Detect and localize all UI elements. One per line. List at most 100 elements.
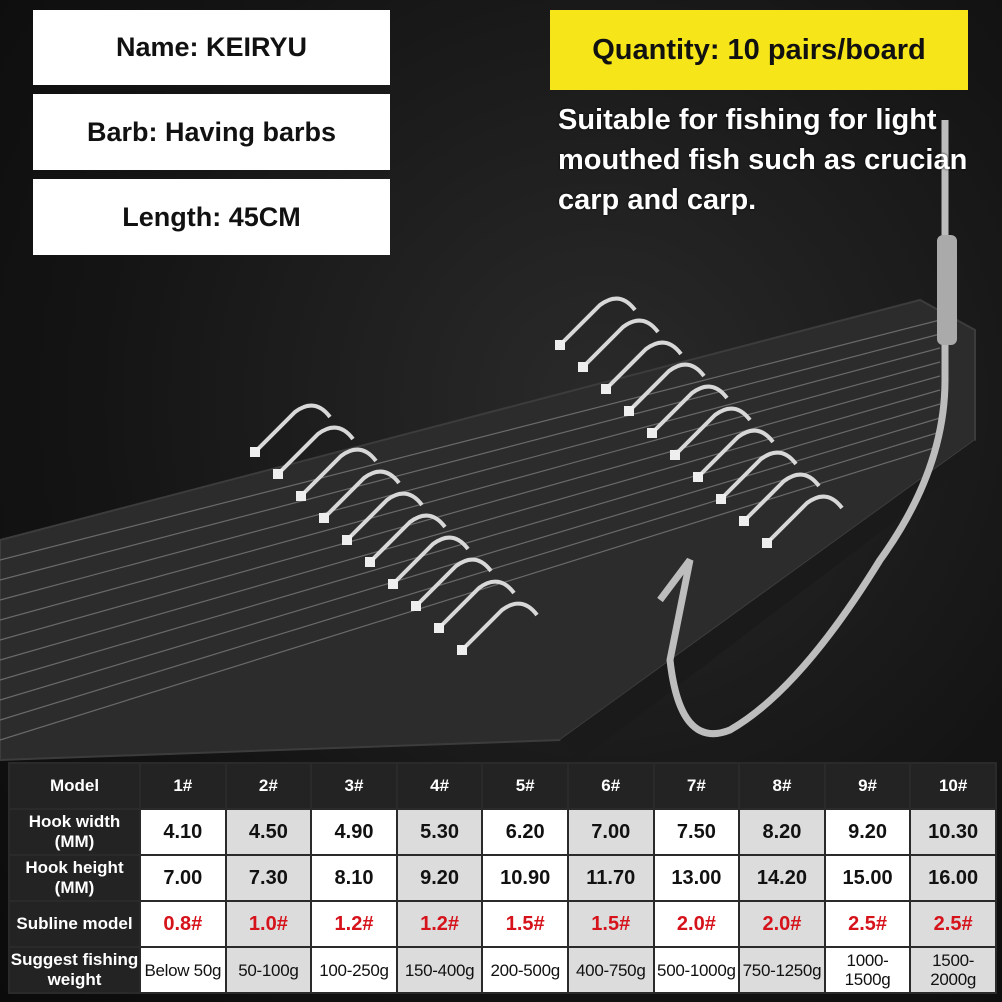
small-hook [276, 425, 355, 476]
hook-eye [273, 469, 283, 479]
table-cell: 2.0# [652, 900, 741, 948]
model-header-cell: 9# [823, 762, 912, 810]
small-hook [299, 447, 378, 498]
row-header: Hook width (MM) [8, 808, 141, 856]
table-cell: 200-500g [481, 946, 569, 994]
table-cell: 2.5# [909, 900, 997, 948]
small-hook [696, 428, 775, 479]
subline [0, 333, 941, 581]
small-hook [673, 406, 752, 457]
subline [0, 361, 941, 621]
row-header: Subline model [8, 900, 141, 948]
model-header-cell: 6# [566, 762, 655, 810]
table-cell: 7.50 [652, 808, 741, 856]
table-cell: 11.70 [566, 854, 655, 902]
hook-height-row: Hook height (MM) 7.00 7.30 8.10 9.20 10.90 11.… [8, 854, 997, 902]
hook-eye [647, 428, 657, 438]
small-hook [414, 557, 493, 608]
model-header-cell: 4# [395, 762, 484, 810]
table-cell: 16.00 [909, 854, 997, 902]
table-cell: 10.90 [481, 854, 569, 902]
table-cell: 9.20 [395, 854, 484, 902]
table-cell: 7.30 [224, 854, 313, 902]
small-hook [719, 450, 798, 501]
table-cell: 500-1000g [652, 946, 741, 994]
hook-eye [693, 472, 703, 482]
large-hook [657, 120, 949, 738]
table-cell: 14.20 [738, 854, 826, 902]
small-hook [558, 296, 637, 347]
hook-eye [739, 516, 749, 526]
hook-width-row: Hook width (MM) 4.10 4.50 4.90 5.30 6.20 7.00 7… [8, 808, 997, 856]
model-header-cell: 7# [652, 762, 741, 810]
small-hook [391, 535, 470, 586]
table-cell: 13.00 [652, 854, 741, 902]
table-cell: 6.20 [481, 808, 569, 856]
hook-eye [578, 362, 588, 372]
model-header-cell: 3# [310, 762, 398, 810]
table-cell: 1.5# [481, 900, 569, 948]
hook-eye [296, 491, 306, 501]
table-cell: 2.5# [823, 900, 912, 948]
table-cell: 50-100g [224, 946, 313, 994]
small-hook [345, 491, 424, 542]
hook-eye [716, 494, 726, 504]
table-cell: 8.10 [310, 854, 398, 902]
hook-eye [342, 535, 352, 545]
spec-table: Model 1# 2# 3# 4# 5# 6# 7# 8# 9# 10# Hook width (MM… [8, 762, 997, 994]
small-hook [604, 340, 683, 391]
model-header-cell: 1# [139, 762, 227, 810]
row-header: Model [8, 762, 141, 810]
hook-eye [624, 406, 634, 416]
table-cell: 400-750g [566, 946, 655, 994]
hook-board-edge [560, 440, 975, 760]
quantity-label: Quantity: 10 pairs/board [550, 10, 968, 90]
table-cell: 100-250g [310, 946, 398, 994]
subline [0, 347, 941, 601]
model-header-cell: 2# [224, 762, 313, 810]
subline [0, 375, 941, 641]
table-cell: 9.20 [823, 808, 912, 856]
table-cell: 2.0# [738, 900, 826, 948]
table-cell: Below 50g [139, 946, 227, 994]
small-hook [368, 513, 447, 564]
subline-row: Subline model 0.8# 1.0# 1.2# 1.2# 1.5# 1.5# 2.0… [8, 900, 997, 948]
table-cell: 7.00 [566, 808, 655, 856]
length-label: Length: 45CM [33, 179, 390, 255]
barb-label: Barb: Having barbs [33, 94, 390, 170]
model-header-cell: 8# [738, 762, 826, 810]
table-cell: 750-1250g [738, 946, 826, 994]
table-cell: 1.2# [395, 900, 484, 948]
small-hook [253, 403, 332, 454]
hook-eye [411, 601, 421, 611]
table-cell: 4.90 [310, 808, 398, 856]
hook-eye [762, 538, 772, 548]
hook-eye [457, 645, 467, 655]
row-header: Suggest fishing weight [8, 946, 141, 994]
small-hook [627, 362, 706, 413]
table-cell: 150-400g [395, 946, 484, 994]
small-hook [581, 318, 660, 369]
small-hook [322, 469, 401, 520]
hook-eye [670, 450, 680, 460]
small-hooks [250, 296, 844, 655]
name-label: Name: KEIRYU [33, 10, 390, 85]
description-text: Suitable for fishing for light mouthed f… [558, 104, 968, 216]
table-cell: 1000-1500g [823, 946, 912, 994]
small-hook [742, 472, 821, 523]
row-header: Hook height (MM) [8, 854, 141, 902]
table-cell: 15.00 [823, 854, 912, 902]
table-cell: 7.00 [139, 854, 227, 902]
subline [0, 389, 941, 661]
hook-eye [319, 513, 329, 523]
table-cell: 1.5# [566, 900, 655, 948]
weight-row: Suggest fishing weight Below 50g 50-100g 10… [8, 946, 997, 994]
model-header-cell: 10# [909, 762, 997, 810]
table-cell: 4.50 [224, 808, 313, 856]
table-cell: 4.10 [139, 808, 227, 856]
subline [0, 403, 941, 681]
table-cell: 0.8# [139, 900, 227, 948]
hook-snell-wrap [937, 235, 957, 345]
small-hook [437, 579, 516, 630]
